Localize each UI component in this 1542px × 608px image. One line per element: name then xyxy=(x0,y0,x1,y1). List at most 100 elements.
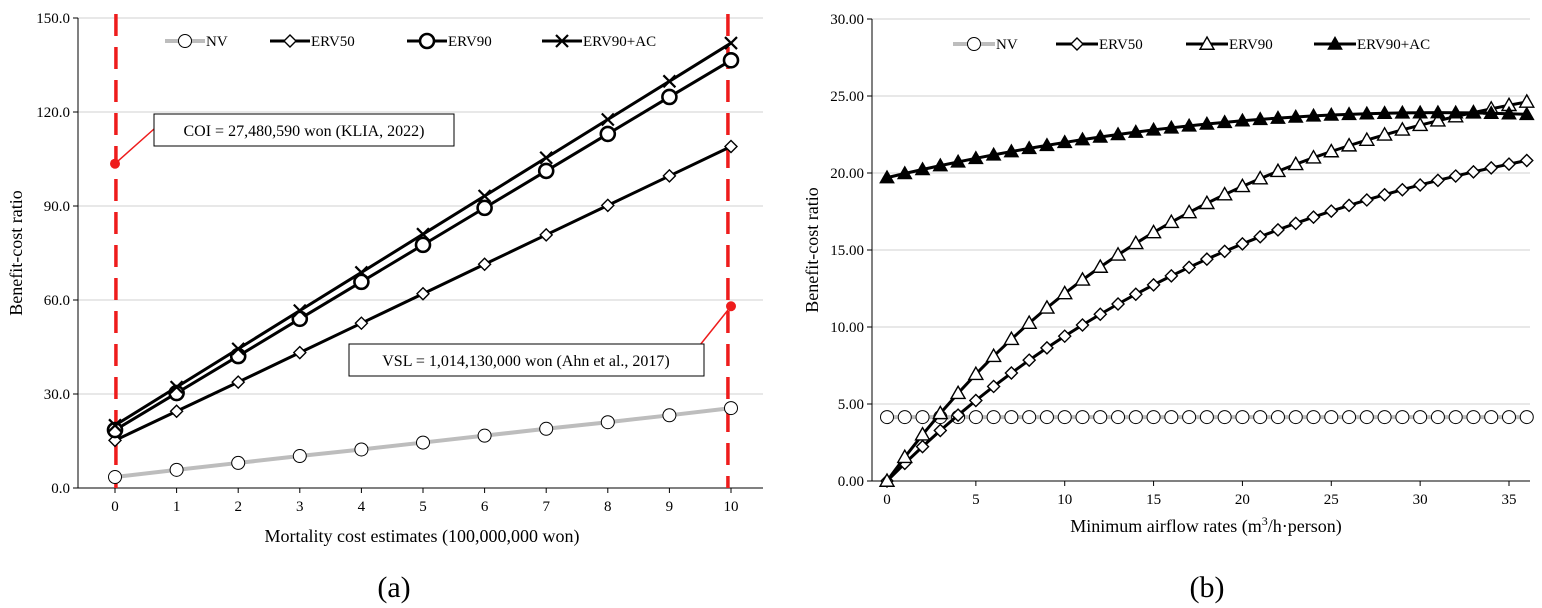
chart-b-point-erv90 xyxy=(1269,162,1287,178)
chart-b-point-nv xyxy=(1430,410,1445,425)
chart-b-point-erv90-ac xyxy=(1465,104,1482,119)
chart-a-annotation-vsl: VSL = 1,014,130,000 won (Ahn et al., 201… xyxy=(382,353,670,370)
chart-b-point-nv xyxy=(1004,410,1019,425)
chart-a-series-erv50 xyxy=(108,139,738,448)
chart-b-point-nv xyxy=(968,410,983,425)
chart-a-point-nv xyxy=(354,442,369,457)
chart-b-point-nv xyxy=(1039,410,1054,425)
chart-a-annotation-leader-coi xyxy=(114,128,155,165)
chart-b-point-nv xyxy=(1075,410,1090,425)
chart-b-point-erv50 xyxy=(1022,353,1037,368)
chart-b-point-erv90-ac xyxy=(1323,107,1340,121)
panel-label-a: (a) xyxy=(377,571,410,604)
chart-a-legend-label-erv90-ac: ERV90+AC xyxy=(583,34,656,50)
chart-b-point-nv xyxy=(1217,410,1232,425)
chart-b-point-nv xyxy=(1022,410,1037,425)
chart-a-point-erv50 xyxy=(292,345,307,360)
chart-b-series-nv xyxy=(880,410,1534,425)
chart-b-y-tick-label: 30.00 xyxy=(830,12,864,28)
chart-b-point-erv50 xyxy=(1075,317,1090,332)
chart-b-point-nv xyxy=(1466,410,1481,425)
chart-b-point-erv90-ac xyxy=(1447,104,1464,119)
panel-label-b: (b) xyxy=(1190,571,1225,604)
chart-b-x-tick-label: 15 xyxy=(1146,492,1161,508)
chart-a-point-erv50 xyxy=(662,168,677,183)
chart-b-point-erv90 xyxy=(1163,213,1180,229)
chart-b-x-tick-label: 5 xyxy=(972,492,980,508)
chart-a-x-tick-label: 7 xyxy=(542,499,550,515)
chart-a-legend-label-erv90: ERV90 xyxy=(448,34,492,50)
chart-b-point-erv50 xyxy=(1111,297,1126,311)
chart-b-x-axis-label: Minimum airflow rates (m3/h·person) xyxy=(1070,514,1341,537)
chart-a-point-erv90-ac-stroke-2 xyxy=(477,189,492,203)
chart-b-point-erv90 xyxy=(1340,137,1358,152)
chart-b-point-erv90-ac xyxy=(1483,105,1500,120)
chart-b-legend-label-erv90: ERV90 xyxy=(1229,37,1273,53)
chart-b-x-tick-label: 0 xyxy=(883,492,891,508)
chart-b-point-nv xyxy=(1342,410,1357,425)
chart-b-point-erv90 xyxy=(1020,314,1038,330)
chart-a-point-erv90-ac-stroke-2 xyxy=(724,36,738,50)
chart-b-point-erv90 xyxy=(985,347,1002,363)
chart-b-point-erv90-ac xyxy=(1216,114,1233,129)
chart-b-point-erv90-ac xyxy=(1021,140,1038,155)
chart-b-x-tick-label: 10 xyxy=(1057,492,1072,508)
chart-b-point-nv xyxy=(880,410,894,425)
chart-b-point-erv50 xyxy=(1182,260,1197,275)
chart-a-point-erv90-ac-stroke-2 xyxy=(169,380,184,394)
chart-a-point-erv50 xyxy=(477,257,492,272)
chart-b-legend-item-erv50: ERV50 xyxy=(1056,37,1143,53)
chart-b-point-nv xyxy=(1519,410,1534,425)
chart-a-point-erv90 xyxy=(414,236,432,254)
chart-b-legend-item-nv: NV xyxy=(953,37,1018,53)
chart-b-point-erv90 xyxy=(1394,121,1411,136)
chart-b-point-erv90 xyxy=(1074,271,1091,286)
chart-b-x-tick-label: 35 xyxy=(1502,492,1517,508)
chart-a-annotation-leader-vsl xyxy=(699,305,732,346)
chart-b-point-erv50 xyxy=(1253,229,1268,244)
chart-b-point-erv90-ac xyxy=(1358,105,1375,120)
chart-b-point-erv90 xyxy=(1038,299,1056,314)
chart-b-point-nv xyxy=(1093,410,1108,425)
chart-b-point-erv50 xyxy=(968,393,983,408)
chart-b-legend-item-erv90: ERV90 xyxy=(1186,35,1273,53)
chart-a-x-tick-label: 4 xyxy=(358,499,366,515)
chart-b-point-erv50 xyxy=(1199,252,1214,267)
chart-a-y-axis-label: Benefit-cost ratio xyxy=(6,190,26,315)
chart-a-gridlines xyxy=(78,17,763,395)
chart-b-point-nv xyxy=(1199,410,1214,425)
chart-b-point-nv xyxy=(1395,410,1410,425)
chart-b-point-nv xyxy=(1484,410,1499,425)
chart-b-x-tick-label: 30 xyxy=(1413,492,1428,508)
chart-b-x-tick-label: 20 xyxy=(1235,492,1250,508)
chart-a-point-erv90-ac-stroke-2 xyxy=(662,74,677,89)
chart-b-point-erv90 xyxy=(1429,112,1447,127)
chart-a-point-erv50 xyxy=(600,198,615,213)
chart-a-legend-marker-nv xyxy=(178,34,192,48)
chart-a-y-tick-label: 60.0 xyxy=(44,293,70,309)
chart-b-point-erv50 xyxy=(1466,164,1481,179)
chart-a-annotation-coi: COI = 27,480,590 won (KLIA, 2022) xyxy=(184,123,425,140)
chart-b-point-erv90-ac xyxy=(1003,143,1020,158)
chart-b-legend-marker-erv90 xyxy=(1198,35,1216,50)
chart-b-point-nv xyxy=(1413,410,1428,425)
chart-a-x-tick-label: 3 xyxy=(296,499,304,515)
chart-a-y-tick-label: 90.0 xyxy=(44,199,70,215)
chart-b-point-erv90 xyxy=(1358,131,1376,147)
chart-b-y-tick-label: 0.00 xyxy=(838,474,864,490)
chart-a-plot-area xyxy=(78,18,763,488)
chart-a-point-erv90-ac-stroke-2 xyxy=(293,303,307,318)
chart-b-point-erv50 xyxy=(933,423,948,438)
chart-b-gridlines xyxy=(872,18,1530,405)
chart-b-point-erv90-ac xyxy=(1270,110,1286,124)
chart-b-point-erv50 xyxy=(986,379,1001,394)
chart-a-point-nv xyxy=(169,462,184,477)
chart-a-point-nv xyxy=(231,455,246,470)
chart-a-x-tick-label: 6 xyxy=(481,499,489,515)
chart-a-legend-marker-erv90-ac xyxy=(555,34,569,48)
chart-b-point-erv50 xyxy=(1502,157,1516,172)
chart-b-point-nv xyxy=(915,410,930,425)
chart-b-point-erv90-ac xyxy=(1110,126,1126,141)
chart-b-point-erv50 xyxy=(915,439,930,454)
chart-b-point-nv xyxy=(1111,410,1126,425)
